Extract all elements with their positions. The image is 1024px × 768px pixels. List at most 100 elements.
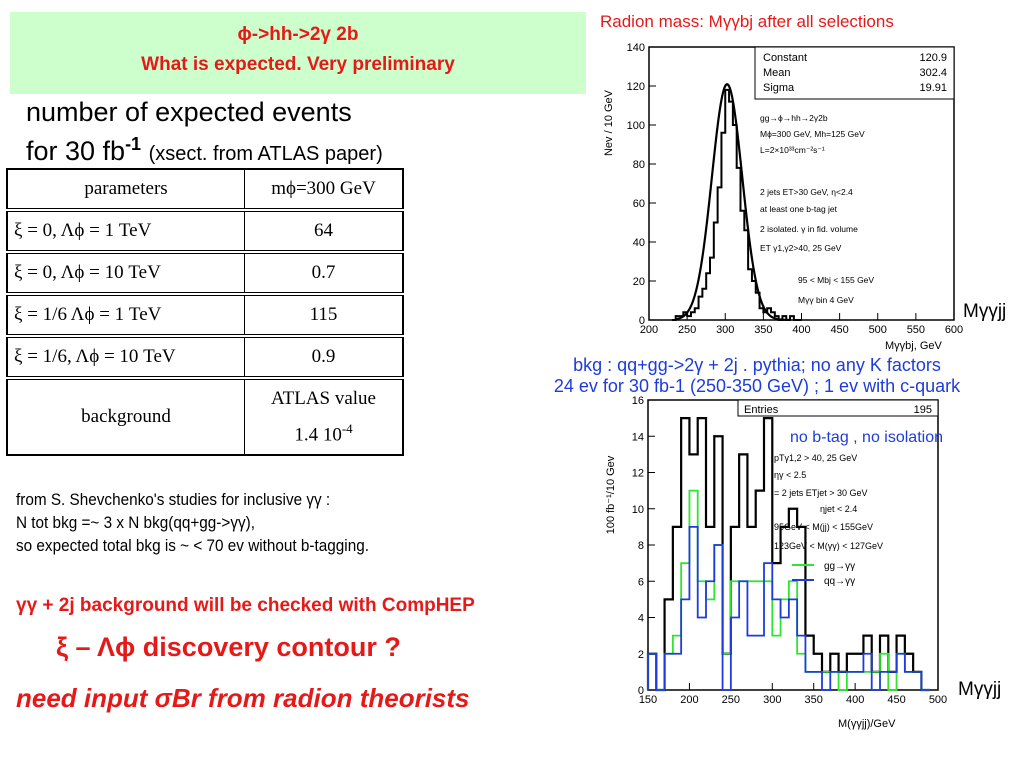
table-cell: ξ = 1/6, Λϕ = 10 TeV: [6, 335, 245, 380]
y-tick-label: 60: [633, 198, 645, 210]
stat-label: Mean: [763, 67, 791, 79]
background-value-line2: 1.4 10-4: [251, 414, 396, 450]
expected-title: number of expected events for 30 fb-1 (x…: [26, 96, 383, 170]
background-value-base: 1.4 10: [294, 424, 342, 446]
y-tick-label: 140: [627, 42, 645, 54]
chart2-annotation: = 2 jets ETjet > 30 GeV: [774, 488, 868, 498]
stat-value: 19.91: [919, 82, 947, 94]
table-cell: ξ = 0, Λϕ = 10 TeV: [6, 251, 245, 296]
bkg-line2: 24 ev for 30 fb-1 (250-350 GeV) ; 1 ev w…: [553, 376, 961, 396]
x-tick-label: 350: [754, 324, 772, 336]
chart2-annotation: ηγ < 2.5: [774, 470, 806, 480]
background-value-exp: -4: [341, 421, 353, 436]
x-tick-label: 400: [846, 694, 864, 706]
chart1-xaxis: 200 250 300 350 400 450 500 550 600: [640, 313, 963, 336]
header-title: ϕ->hh->2γ 2b: [237, 24, 359, 45]
table-header-cell: mϕ=300 GeV: [244, 168, 404, 212]
legend-label-qq: qq→γγ: [824, 576, 855, 587]
table-header-row: parameters mϕ=300 GeV: [6, 168, 404, 212]
x-tick-label: 550: [907, 324, 925, 336]
x-tick-label: 300: [763, 694, 781, 706]
stat-value: 120.9: [919, 52, 947, 64]
y-tick-label: 100: [627, 120, 645, 132]
note-line3: so expected total bkg is ~ < 70 ev witho…: [16, 536, 369, 555]
x-tick-label: 300: [716, 324, 734, 336]
y-tick-label: 14: [632, 431, 644, 443]
chart1-annotation: ET γ1,γ2>40, 25 GeV: [760, 243, 842, 253]
chart1-annotation: gg→ϕ→hh→2γ2b: [760, 113, 828, 123]
table-header-cell: parameters: [6, 168, 245, 212]
y-tick-label: 12: [632, 468, 644, 480]
note-line2: N tot bkg =~ 3 x N bkg(qq+gg->γγ),: [16, 513, 255, 532]
table-row: ξ = 0, Λϕ = 10 TeV 0.7: [6, 251, 404, 296]
chart1-annotation: 2 isolated. γ in fid. volume: [760, 224, 858, 234]
x-tick-label: 250: [678, 324, 696, 336]
chart1-annotation: 95 < Mbj < 155 GeV: [798, 275, 874, 285]
chart1-ylabel: Nev / 10 GeV: [603, 89, 615, 156]
table-row-background: background ATLAS value 1.4 10-4: [6, 377, 404, 456]
chart2-stats-box: Entries 195: [737, 399, 939, 417]
x-tick-label: 450: [887, 694, 905, 706]
chart2-yaxis: 0 2 4 6 8 10 12 14 16: [632, 395, 655, 697]
y-tick-label: 10: [632, 504, 644, 516]
x-tick-label: 150: [639, 694, 657, 706]
x-tick-label: 350: [805, 694, 823, 706]
chart1-stats-box: Constant 120.9 Mean 302.4 Sigma 19.91: [754, 46, 955, 100]
chart2-annotations: pTγ1,2 > 40, 25 GeV ηγ < 2.5 = 2 jets ET…: [774, 453, 883, 551]
radion-mass-chart: Radion mass: Mγγbj after all selections …: [600, 12, 1006, 352]
header-banner: ϕ->hh->2γ 2b What is expected. Very prel…: [10, 12, 586, 94]
chart2-annotation: 95GeV < M(jj) < 155GeV: [774, 522, 873, 532]
y-tick-label: 6: [638, 576, 644, 588]
note-line1: from S. Shevchenko's studies for inclusi…: [16, 490, 331, 509]
chart1-yaxis: 0 20 40 60 80 100 120 140: [627, 42, 656, 327]
table-cell-background-value: ATLAS value 1.4 10-4: [244, 377, 404, 456]
chart2-annotation-nobtag: no b-tag , no isolation: [790, 429, 943, 446]
expected-title-line2: for 30 fb-1 (xsect. from ATLAS paper): [26, 128, 383, 170]
y-tick-label: 4: [638, 613, 644, 625]
chart2-side-label: Mγγjj: [958, 679, 1001, 700]
table-cell: ξ = 1/6 Λϕ = 1 TeV: [6, 293, 245, 338]
chart1-annotation: at least one b-tag jet: [760, 204, 838, 214]
y-tick-label: 20: [633, 276, 645, 288]
header-subtitle: What is expected. Very preliminary: [141, 54, 455, 75]
y-tick-label: 120: [627, 81, 645, 93]
x-tick-label: 600: [945, 324, 963, 336]
y-tick-label: 40: [633, 237, 645, 249]
y-tick-label: 8: [638, 540, 644, 552]
chart1-histogram: [671, 88, 802, 321]
stat-value: 195: [914, 404, 932, 416]
x-tick-label: 400: [792, 324, 810, 336]
comphep-note: γγ + 2j background will be checked with …: [16, 595, 475, 616]
expected-events-table: parameters mϕ=300 GeV ξ = 0, Λϕ = 1 TeV …: [6, 168, 404, 457]
x-tick-label: 500: [869, 324, 887, 336]
y-tick-label: 0: [638, 685, 644, 697]
legend-label-gg: gg→γγ: [824, 561, 855, 572]
table-row: ξ = 1/6 Λϕ = 1 TeV 115: [6, 293, 404, 338]
table-row: ξ = 0, Λϕ = 1 TeV 64: [6, 209, 404, 254]
expected-title-main: for 30 fb: [26, 136, 126, 166]
chart2-series-total: [646, 417, 930, 692]
x-tick-label: 450: [830, 324, 848, 336]
y-tick-label: 0: [639, 315, 645, 327]
x-tick-label: 250: [722, 694, 740, 706]
shevchenko-notes: from S. Shevchenko's studies for inclusi…: [16, 488, 369, 557]
chart1-gaussian-fit: [675, 83, 791, 322]
chart2-series-qq: [647, 525, 930, 691]
table-cell: 0.9: [244, 335, 404, 380]
bkg-line1: bkg : qq+gg->2γ + 2j . pythia; no any K …: [573, 355, 941, 375]
contour-note: ξ – Λϕ discovery contour ?: [56, 632, 401, 662]
background-mass-chart: 0 2 4 6 8 10 12 14 16 150 200 250 300 350 400 450 500 E…: [605, 395, 1001, 730]
chart1-annotation: 2 jets ET>30 GeV, η<2.4: [760, 187, 853, 197]
stat-label: Constant: [763, 52, 807, 64]
y-tick-label: 16: [632, 395, 644, 407]
chart1-annotation: Mγγ bin 4 GeV: [798, 295, 854, 305]
chart2-ylabel: 100 fb⁻¹/10 Gev: [605, 455, 617, 534]
stat-value: 302.4: [919, 67, 947, 79]
expected-title-paren: (xsect. from ATLAS paper): [148, 143, 383, 165]
radion-input-note: need input σBr from radion theorists: [16, 683, 470, 713]
stat-label: Entries: [744, 404, 779, 416]
x-tick-label: 500: [929, 694, 947, 706]
chart1-side-label: Mγγjj: [963, 301, 1006, 322]
table-cell: 0.7: [244, 251, 404, 296]
x-tick-label: 200: [640, 324, 658, 336]
